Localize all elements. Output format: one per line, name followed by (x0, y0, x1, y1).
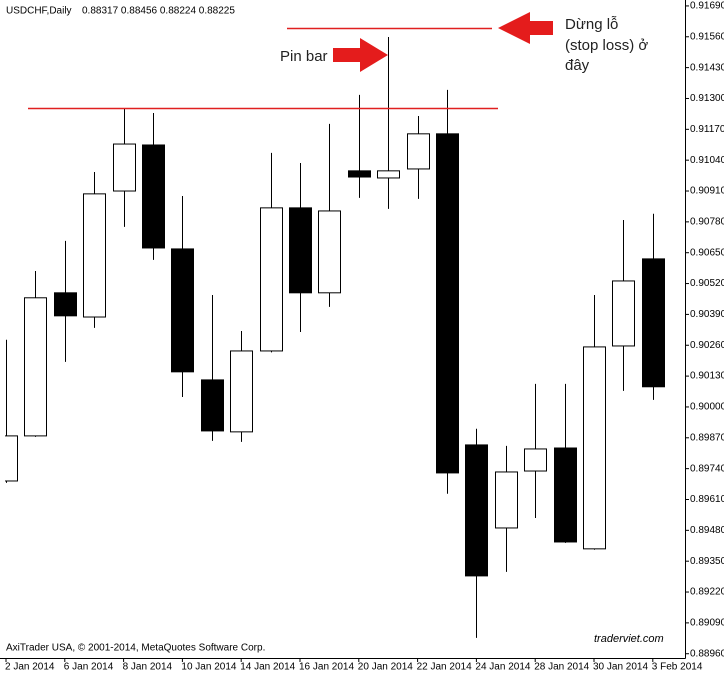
y-tick-label: 0.89090 (690, 618, 724, 629)
watermark: traderviet.com (594, 633, 664, 645)
plot-area (5, 37, 665, 638)
x-tick-label: 24 Jan 2014 (475, 662, 530, 673)
candle-body (642, 258, 665, 388)
x-tick-label: 10 Jan 2014 (181, 662, 236, 673)
candle-body (142, 144, 165, 249)
footer: AxiTrader USA, © 2001-2014, MetaQuotes S… (6, 643, 265, 654)
arrow (333, 38, 388, 72)
candle-body (583, 346, 606, 550)
y-tick-label: 0.91040 (690, 155, 724, 166)
y-tick-label: 0.91300 (690, 93, 724, 104)
x-tick-label: 6 Jan 2014 (64, 662, 114, 673)
x-tick-label: 20 Jan 2014 (358, 662, 413, 673)
annotation: Dừng lỗ (565, 16, 618, 33)
candle-body (83, 193, 106, 318)
x-tick-label: 2 Jan 2014 (5, 662, 55, 673)
annotation: (stop loss) ở (565, 37, 648, 54)
y-tick-label: 0.90260 (690, 340, 724, 351)
ohlc-label: 0.88317 0.88456 0.88224 0.88225 (82, 6, 235, 17)
arrow (498, 12, 553, 44)
y-tick-label: 0.89480 (690, 525, 724, 536)
candle-body (318, 210, 341, 294)
candle-body (407, 133, 430, 170)
candle-body (24, 297, 47, 437)
x-tick-label: 3 Feb 2014 (652, 662, 703, 673)
y-tick-label: 0.91560 (690, 31, 724, 42)
annotation: Pin bar (280, 48, 328, 65)
candle-body (465, 444, 488, 577)
y-tick-label: 0.89220 (690, 587, 724, 598)
x-tick-label: 8 Jan 2014 (123, 662, 173, 673)
y-tick-label: 0.90390 (690, 309, 724, 320)
candle-body (554, 447, 577, 543)
y-tick-label: 0.91430 (690, 62, 724, 73)
candle-body (230, 350, 253, 433)
y-tick-label: 0.89740 (690, 463, 724, 474)
candle-body (113, 143, 136, 192)
y-tick-label: 0.90520 (690, 278, 724, 289)
y-tick-label: 0.91170 (690, 124, 724, 135)
y-tick-label: 0.88960 (690, 648, 724, 659)
y-tick-label: 0.90910 (690, 186, 724, 197)
y-tick-label: 0.91690 (690, 1, 724, 12)
y-tick-label: 0.89610 (690, 494, 724, 505)
y-tick-label: 0.89870 (690, 432, 724, 443)
annotation: đây (565, 57, 590, 74)
candle-body (289, 207, 312, 294)
candle-body (495, 471, 518, 529)
candle-body (54, 292, 77, 317)
candle-body (524, 448, 547, 472)
x-tick-label: 22 Jan 2014 (417, 662, 472, 673)
candle-body (348, 170, 371, 178)
y-tick-label: 0.89350 (690, 556, 724, 567)
symbol-label: USDCHF,Daily (6, 6, 72, 17)
x-tick-label: 14 Jan 2014 (240, 662, 295, 673)
x-tick-label: 28 Jan 2014 (534, 662, 589, 673)
candle-body (612, 280, 635, 347)
candle-body (171, 248, 194, 373)
y-tick-label: 0.90130 (690, 371, 724, 382)
candle-body (377, 170, 400, 179)
candle-body (436, 133, 459, 474)
y-tick-label: 0.90650 (690, 247, 724, 258)
y-tick-label: 0.90000 (690, 402, 724, 413)
x-tick-label: 30 Jan 2014 (593, 662, 648, 673)
candle-body (260, 207, 283, 352)
candle-body (201, 379, 224, 432)
x-tick-label: 16 Jan 2014 (299, 662, 354, 673)
y-tick-label: 0.90780 (690, 217, 724, 228)
candle-body (5, 435, 18, 482)
